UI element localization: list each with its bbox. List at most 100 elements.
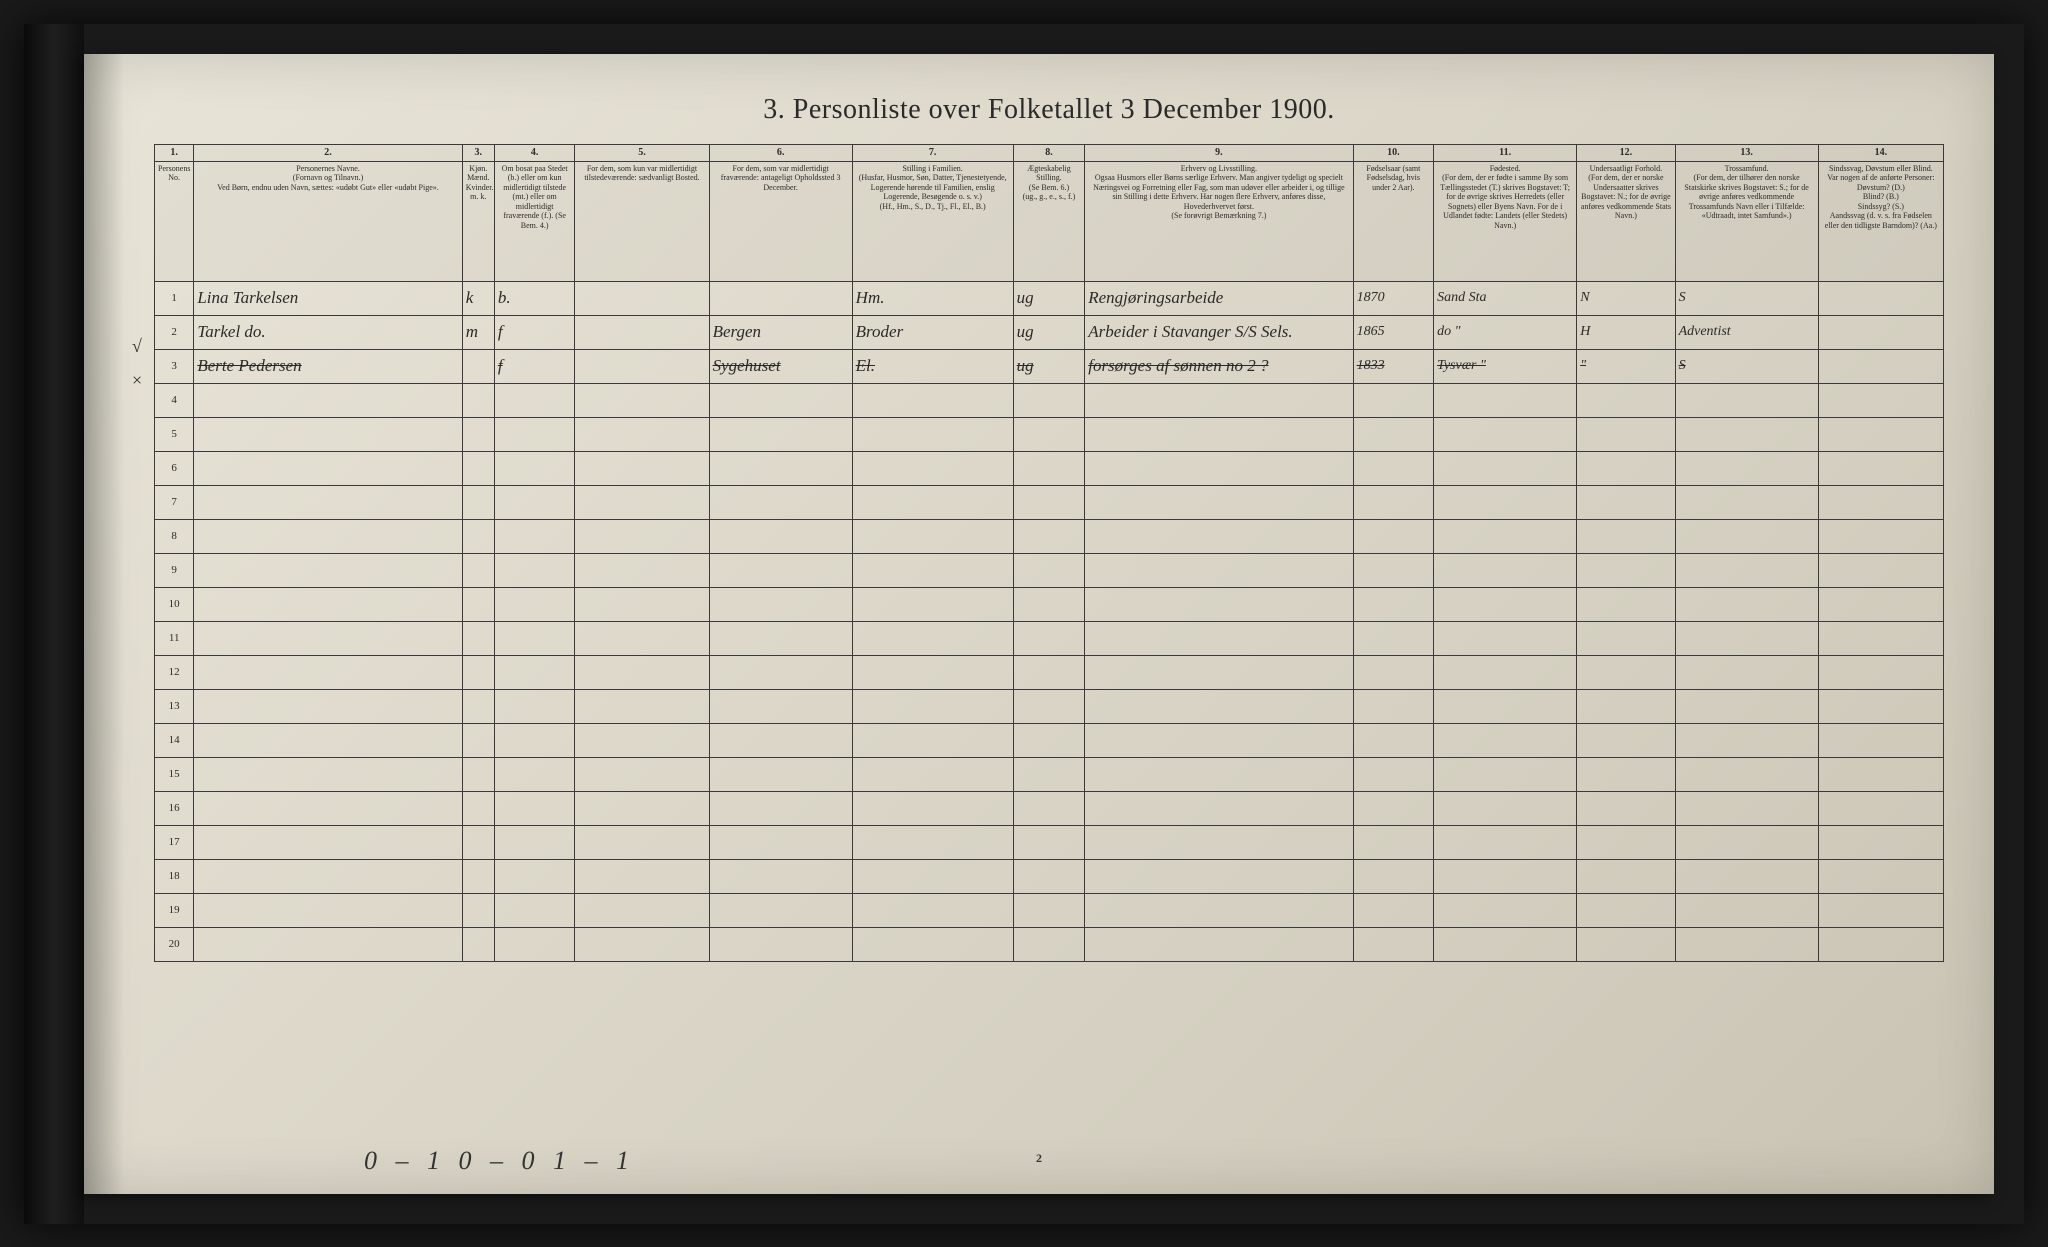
cell — [462, 621, 494, 655]
cell — [1353, 893, 1434, 927]
cell — [1353, 927, 1434, 961]
cell — [1577, 757, 1675, 791]
cell — [462, 587, 494, 621]
column-number: 10. — [1353, 144, 1434, 161]
cell — [1085, 417, 1353, 451]
cell — [709, 485, 852, 519]
cell — [1818, 451, 1943, 485]
cell — [575, 927, 709, 961]
table-row: 11 — [155, 621, 1944, 655]
cell: 1833 — [1353, 349, 1434, 383]
column-number: 2. — [194, 144, 462, 161]
cell — [852, 655, 1013, 689]
cell — [462, 519, 494, 553]
cell — [1818, 383, 1943, 417]
row-number: 13 — [155, 689, 194, 723]
cell — [709, 893, 852, 927]
column-number: 5. — [575, 144, 709, 161]
cell — [462, 383, 494, 417]
cell — [1434, 417, 1577, 451]
column-number: 13. — [1675, 144, 1818, 161]
cell: ug — [1013, 349, 1085, 383]
cell — [494, 417, 575, 451]
cell — [1675, 451, 1818, 485]
cell — [462, 689, 494, 723]
table-row: 12 — [155, 655, 1944, 689]
cell — [1577, 825, 1675, 859]
cell — [1818, 927, 1943, 961]
row-number: 1 — [155, 281, 194, 315]
cell — [1013, 621, 1085, 655]
cell — [494, 927, 575, 961]
row-number: 7 — [155, 485, 194, 519]
cell — [852, 859, 1013, 893]
column-number: 9. — [1085, 144, 1353, 161]
cell: N — [1577, 281, 1675, 315]
cell — [194, 519, 462, 553]
cell — [709, 383, 852, 417]
cell — [709, 655, 852, 689]
cell — [494, 383, 575, 417]
cell — [1675, 655, 1818, 689]
cell — [709, 825, 852, 859]
cell — [1085, 655, 1353, 689]
cell — [494, 723, 575, 757]
cell — [1675, 723, 1818, 757]
column-number: 12. — [1577, 144, 1675, 161]
cell — [1013, 723, 1085, 757]
cell — [1675, 791, 1818, 825]
cell — [575, 519, 709, 553]
column-header: For dem, som var midlertidigt fraværende… — [709, 161, 852, 281]
table-row: 7 — [155, 485, 1944, 519]
cell — [494, 893, 575, 927]
table-row: 3Berte PedersenfSygehusetEl.ugforsørges … — [155, 349, 1944, 383]
cell — [1085, 927, 1353, 961]
cell — [1675, 689, 1818, 723]
column-number: 3. — [462, 144, 494, 161]
row-number: 14 — [155, 723, 194, 757]
cell — [575, 655, 709, 689]
cell — [1577, 927, 1675, 961]
cell — [1085, 859, 1353, 893]
cell — [575, 825, 709, 859]
table-row: 19 — [155, 893, 1944, 927]
cell — [462, 859, 494, 893]
column-header: Om bosat paa Stedet (b.) eller om kun mi… — [494, 161, 575, 281]
cell — [852, 519, 1013, 553]
cell — [575, 859, 709, 893]
cell — [1353, 417, 1434, 451]
cell — [1577, 417, 1675, 451]
census-table: 1.2.3.4.5.6.7.8.9.10.11.12.13.14. Person… — [154, 144, 1944, 962]
cell — [194, 757, 462, 791]
cell — [1818, 757, 1943, 791]
table-row: 8 — [155, 519, 1944, 553]
cell — [1353, 791, 1434, 825]
cell — [1434, 655, 1577, 689]
cell — [1675, 587, 1818, 621]
cell — [1353, 757, 1434, 791]
cell — [575, 383, 709, 417]
row-number: 15 — [155, 757, 194, 791]
cell — [462, 825, 494, 859]
cell — [1085, 587, 1353, 621]
cell: f — [494, 349, 575, 383]
cell: b. — [494, 281, 575, 315]
cell — [709, 451, 852, 485]
cell — [194, 723, 462, 757]
cell — [1675, 927, 1818, 961]
cell — [1434, 791, 1577, 825]
cell — [194, 621, 462, 655]
table-row: 10 — [155, 587, 1944, 621]
column-header: Personernes Navne.(Fornavn og Tilnavn.)V… — [194, 161, 462, 281]
cell — [709, 723, 852, 757]
cell — [1013, 485, 1085, 519]
cell — [709, 689, 852, 723]
cell — [575, 553, 709, 587]
cell — [1818, 723, 1943, 757]
cell — [852, 791, 1013, 825]
cell: Hm. — [852, 281, 1013, 315]
cell — [575, 451, 709, 485]
cell — [1085, 893, 1353, 927]
cell — [1013, 587, 1085, 621]
column-number: 4. — [494, 144, 575, 161]
